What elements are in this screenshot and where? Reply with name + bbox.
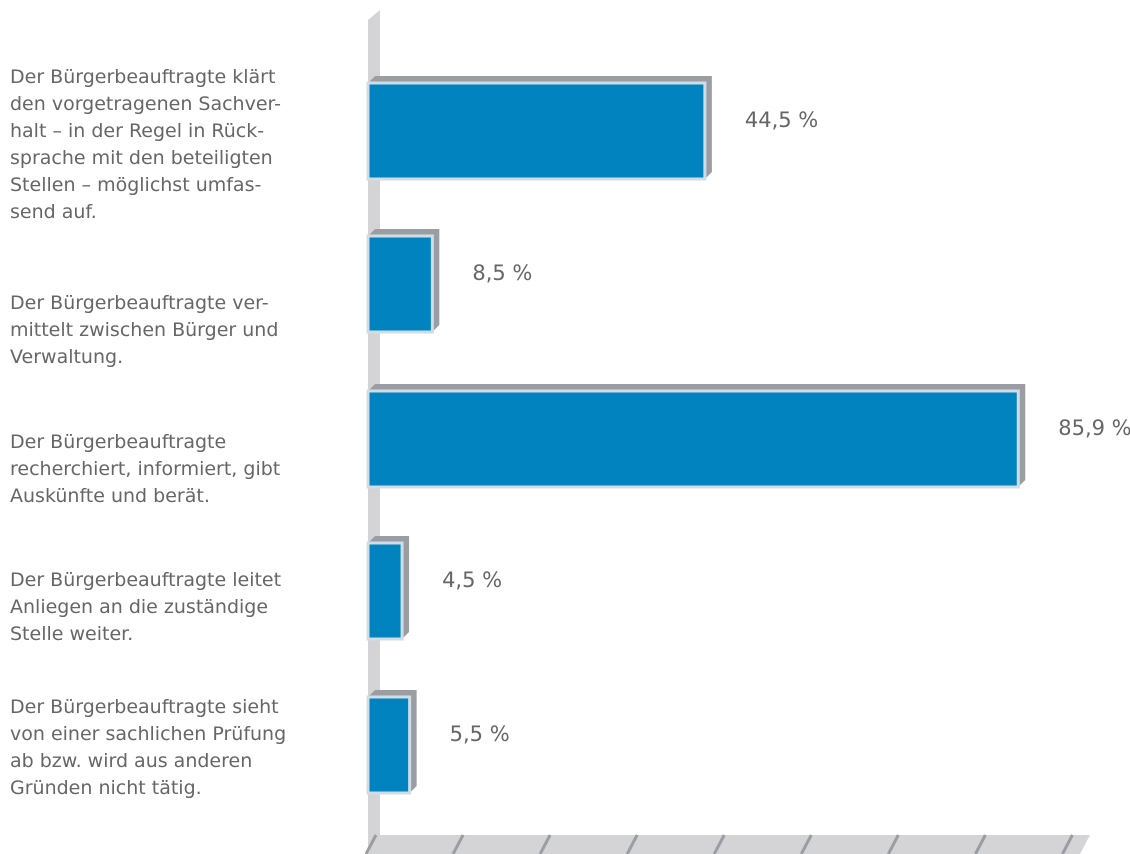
x-tick	[1061, 834, 1074, 854]
bar	[366, 695, 412, 795]
value-label: 85,9 %	[1058, 416, 1130, 440]
category-label: Der Bürgerbeauftragte recherchiert, infor…	[10, 431, 280, 507]
value-label: 8,5 %	[472, 261, 532, 285]
bar	[366, 81, 707, 181]
category-label: Der Bürgerbeauftragte sieht von einer sac…	[10, 696, 286, 799]
value-label: 5,5 %	[450, 722, 510, 746]
x-tick	[538, 834, 552, 854]
bar	[366, 234, 434, 334]
category-label: Der Bürgerbeauftragte ver-mittelt zwisch…	[10, 292, 278, 368]
category-label: Der Bürgerbeauftragte leitet Anliegen an …	[10, 569, 281, 645]
x-tick	[887, 834, 900, 854]
category-label: Der Bürgerbeauftragte klärt den vorgetrag…	[10, 66, 281, 223]
x-tick	[625, 834, 639, 854]
value-label: 4,5 %	[442, 568, 502, 592]
bar	[366, 541, 404, 641]
x-tick	[364, 834, 378, 854]
x-tick	[799, 834, 813, 854]
value-label: 44,5 %	[745, 108, 818, 132]
x-tick	[451, 834, 465, 854]
x-tick	[974, 834, 987, 854]
bar	[366, 389, 1020, 489]
x-tick	[712, 834, 726, 854]
